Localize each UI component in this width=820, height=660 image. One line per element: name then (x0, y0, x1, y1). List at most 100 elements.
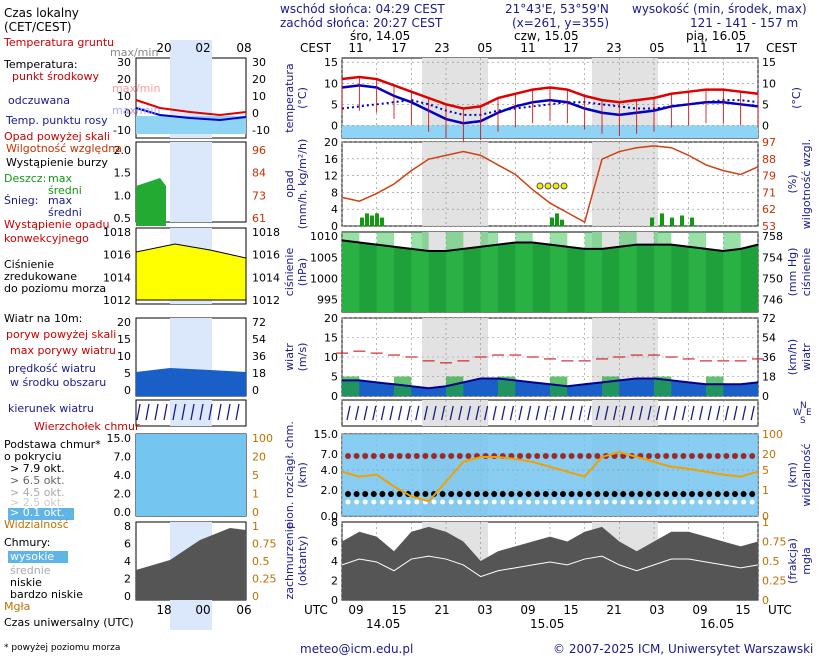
bottom-hour: 15 (391, 603, 406, 617)
legend-text: średnie (10, 564, 51, 577)
top-hour: 17 (391, 41, 406, 55)
legend-wind-arrow (163, 403, 168, 421)
cloud-base-dot-light (431, 499, 437, 505)
cloud-base-dot (654, 491, 661, 497)
legend-text: niskie (10, 576, 42, 589)
pressure-shade (342, 232, 360, 312)
cloud-top-dot (560, 453, 566, 459)
wind-arrow (363, 405, 368, 421)
legend-text: odczuwana (8, 94, 70, 107)
cloud-base-dot-light (465, 499, 471, 505)
wind-tick-r: 0 (762, 390, 769, 403)
legend-tick-r: 0 (252, 590, 259, 603)
legend-text: > 4.5 okt. (10, 486, 65, 499)
legend-text: max porywy wiatru (10, 344, 116, 357)
wind-arrow (630, 405, 635, 421)
cloud-top-dot (689, 453, 695, 459)
legend-bottom-hour: 06 (236, 603, 251, 617)
rain-bar (660, 213, 664, 226)
cloud-base-dot-light (646, 499, 652, 505)
humidity-tick: 71 (762, 186, 776, 199)
grid: (x=261, y=355) (512, 16, 610, 30)
legend-tick: 8 (124, 520, 131, 533)
legend-tick: 15 (117, 333, 131, 346)
top-hour: 23 (606, 41, 621, 55)
night-band (422, 58, 488, 138)
high-cloud-line (341, 555, 759, 578)
legend-text: Wiatr na 10m: (4, 312, 82, 325)
press-tick: 1000 (310, 272, 338, 285)
cloudh-tick: 0.0 (321, 510, 339, 523)
wind-arrow (492, 405, 497, 421)
legend-tick: 1018 (103, 226, 131, 239)
wind-arrow (733, 405, 738, 421)
wind-arrow (578, 405, 583, 421)
wind-shade (602, 376, 620, 396)
cloud-base-dot (542, 491, 549, 497)
cloud-base-dot (671, 491, 678, 497)
temp-tick: 5 (331, 98, 338, 111)
legend-tick-r: 18 (252, 367, 266, 380)
legend-pressure (135, 243, 247, 301)
cloud-base-dot-light (749, 499, 755, 505)
legend-tick: 2.0 (114, 488, 132, 501)
cloudh-label-l: pion. rozciągł. chm. (283, 421, 296, 529)
wind-arrow (664, 405, 669, 421)
legend-wind-arrow (181, 403, 186, 421)
cloud-base-dot-light (526, 499, 532, 505)
cloud-top-dot (749, 453, 756, 459)
precip-tick: 4 (331, 203, 338, 216)
cloud-base-dot-light (491, 499, 497, 505)
top-hour: 17 (735, 41, 750, 55)
cloud-base-dot-light (362, 499, 368, 505)
legend-tick-r: 61 (252, 212, 266, 225)
wind-arrow (415, 405, 420, 421)
legend-tick-r: 73 (252, 189, 266, 202)
legend-tick-r: 0 (252, 107, 259, 120)
legend-wind-arrow (154, 403, 159, 421)
cloud-base-dot-light (655, 499, 661, 505)
cloud-base-dot-light (440, 499, 446, 505)
email-link[interactable]: meteo@icm.edu.pl (300, 642, 414, 656)
legend-text: Śnieg: (4, 194, 38, 207)
legend-wind (136, 368, 246, 396)
press-label-l: ciśnienie (283, 248, 296, 297)
cloud-top-dot (577, 453, 584, 459)
cloud-base-dot-light (534, 499, 540, 505)
cloud-base-dot (465, 491, 472, 497)
wind-arrow (595, 405, 601, 421)
vis-tick: 5 (762, 464, 769, 477)
legend-text: konwekcyjnego (4, 232, 89, 245)
wind-arrow (750, 405, 755, 421)
cloud-base-dot-light (569, 499, 575, 505)
legend-tick-r: 1012 (252, 294, 280, 307)
legend-wind-arrow (217, 403, 222, 421)
cloud-base-dot (680, 491, 687, 497)
precip-tick: 8 (331, 186, 338, 199)
cloud-base-dot-light (672, 499, 678, 505)
wind-arrow (526, 405, 532, 421)
cloud-base-dot-light (680, 499, 686, 505)
temp-tick-r: 15 (762, 56, 776, 69)
cloud-top-dot (396, 453, 403, 459)
top-hour: 23 (434, 41, 449, 55)
cloud-top-dot (345, 453, 351, 459)
cloud-base-dot (628, 491, 635, 497)
vis-tick: 20 (762, 448, 776, 461)
fog-tick: 0.5 (762, 555, 780, 568)
cloud-top-dot (465, 453, 472, 459)
rain-bar (650, 217, 654, 226)
legend-top-hour: 20 (156, 41, 171, 55)
cloud-base-dot (396, 491, 403, 497)
legend-tick-r: 30 (252, 56, 266, 69)
cover-label-r: mgła (800, 547, 813, 575)
cloud-base-dot-light (551, 499, 557, 505)
wind-arrow (475, 405, 480, 421)
legend-tick: 4 (124, 555, 131, 568)
legend-tick: 6 (124, 538, 131, 551)
legend-cover (136, 528, 246, 600)
cloud-base-dot-light (689, 499, 695, 505)
cloud-top-dot (388, 453, 394, 459)
cloud-base-dot-light (474, 499, 480, 505)
wind-arrow (389, 405, 394, 421)
